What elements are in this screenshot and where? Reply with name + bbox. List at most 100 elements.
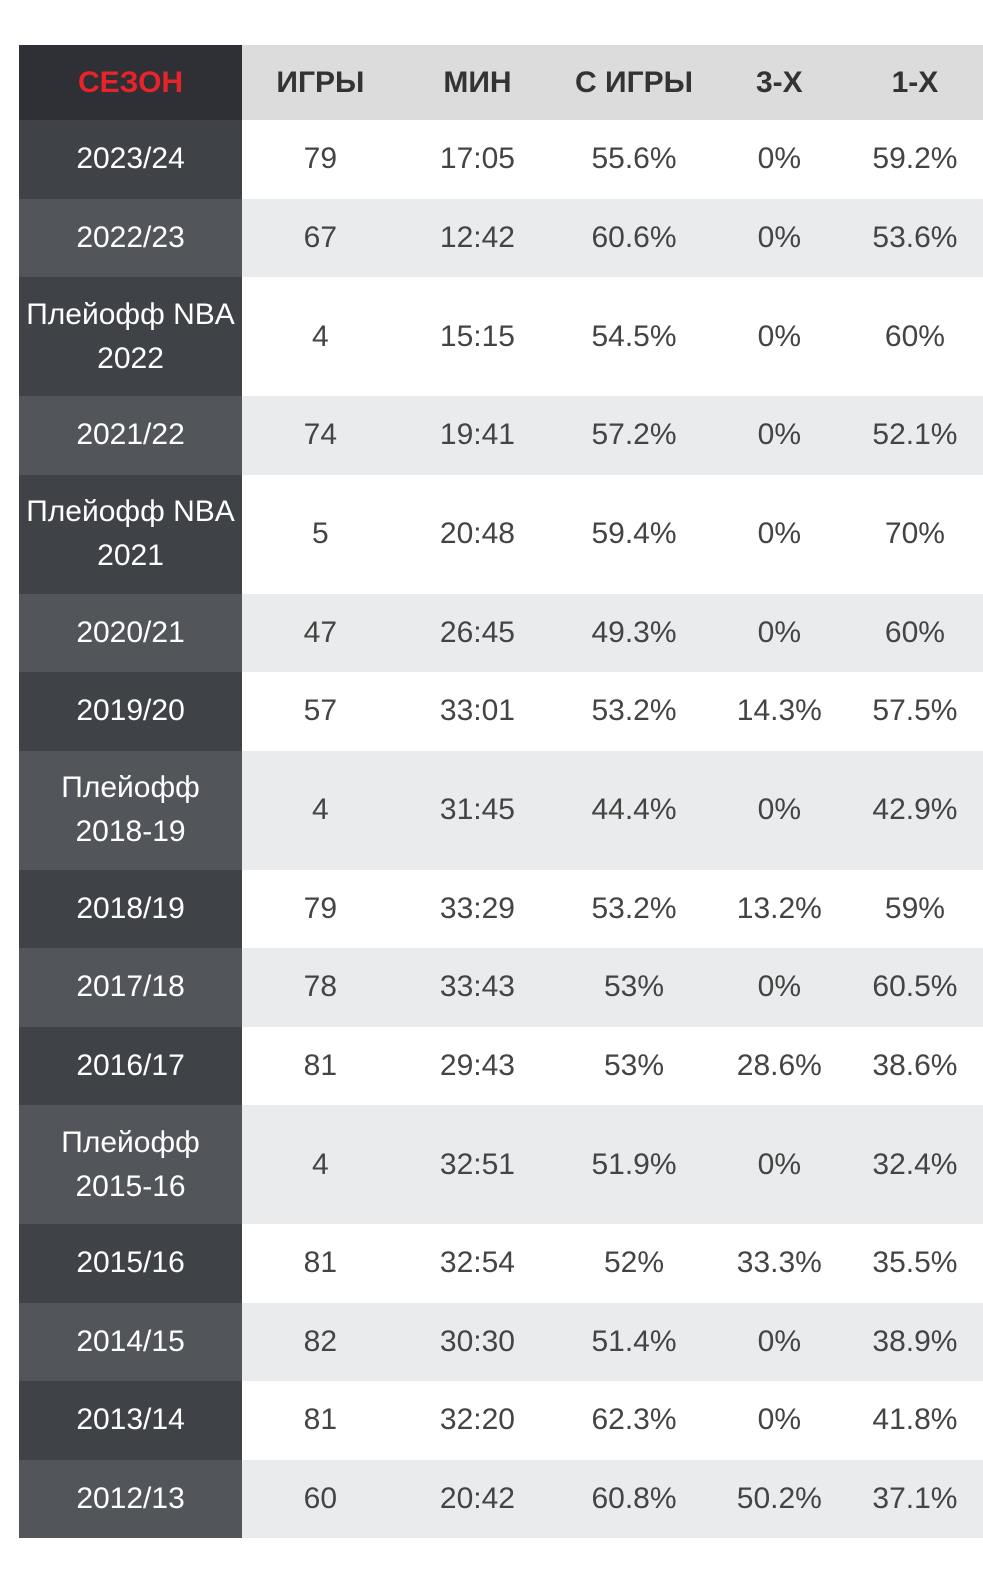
games-cell: 74	[242, 396, 399, 475]
free-throw-pct-cell: 52.1%	[846, 396, 983, 475]
column-header-free-throws[interactable]: 1-Х	[846, 45, 983, 120]
column-header-field-goals[interactable]: С ИГРЫ	[556, 45, 712, 120]
table-row: 2021/22 74 19:41 57.2% 0% 52.1%	[19, 396, 983, 475]
table-header: СЕЗОН ИГРЫ МИН С ИГРЫ 3-Х 1-Х	[19, 45, 983, 120]
field-goal-pct-cell: 57.2%	[556, 396, 712, 475]
season-cell: 2023/24	[19, 120, 243, 199]
table-row: 2014/15 82 30:30 51.4% 0% 38.9%	[19, 1302, 983, 1381]
three-point-pct-cell: 0%	[711, 277, 847, 396]
table-row: 2022/23 67 12:42 60.6% 0% 53.6%	[19, 198, 983, 277]
field-goal-pct-cell: 53%	[556, 1026, 712, 1105]
minutes-cell: 32:51	[398, 1105, 557, 1224]
three-point-pct-cell: 50.2%	[711, 1459, 847, 1538]
table-body: 2023/24 79 17:05 55.6% 0% 59.2% 2022/23 67 12:42…	[19, 120, 983, 1538]
field-goal-pct-cell: 62.3%	[556, 1381, 712, 1460]
season-cell: 2015/16	[19, 1224, 243, 1303]
field-goal-pct-cell: 60.8%	[556, 1459, 712, 1538]
column-header-season[interactable]: СЕЗОН	[19, 45, 243, 120]
field-goal-pct-cell: 53.2%	[556, 672, 712, 751]
column-header-games[interactable]: ИГРЫ	[242, 45, 399, 120]
table-row: 2020/21 47 26:45 49.3% 0% 60%	[19, 593, 983, 672]
season-cell: 2017/18	[19, 948, 243, 1027]
three-point-pct-cell: 0%	[711, 198, 847, 277]
season-cell: Плейофф 2015-16	[19, 1105, 243, 1224]
free-throw-pct-cell: 57.5%	[846, 672, 983, 751]
season-cell: 2021/22	[19, 396, 243, 475]
field-goal-pct-cell: 49.3%	[556, 593, 712, 672]
free-throw-pct-cell: 35.5%	[846, 1224, 983, 1303]
three-point-pct-cell: 0%	[711, 120, 847, 199]
minutes-cell: 17:05	[398, 120, 557, 199]
season-stats-table: СЕЗОН ИГРЫ МИН С ИГРЫ 3-Х 1-Х 2023/24 79 1…	[19, 45, 983, 1538]
games-cell: 67	[242, 198, 399, 277]
table-row: Плейофф NBA 2021 5 20:48 59.4% 0% 70%	[19, 474, 983, 594]
field-goal-pct-cell: 53%	[556, 948, 712, 1027]
free-throw-pct-cell: 70%	[846, 474, 983, 594]
games-cell: 79	[242, 869, 399, 948]
minutes-cell: 20:42	[398, 1459, 557, 1538]
three-point-pct-cell: 28.6%	[711, 1026, 847, 1105]
minutes-cell: 20:48	[398, 474, 557, 594]
games-cell: 4	[242, 1105, 399, 1224]
games-cell: 81	[242, 1026, 399, 1105]
field-goal-pct-cell: 44.4%	[556, 750, 712, 870]
games-cell: 5	[242, 474, 399, 594]
season-cell: 2019/20	[19, 672, 243, 751]
season-cell: 2022/23	[19, 198, 243, 277]
free-throw-pct-cell: 60%	[846, 593, 983, 672]
field-goal-pct-cell: 53.2%	[556, 869, 712, 948]
season-cell: 2020/21	[19, 593, 243, 672]
minutes-cell: 31:45	[398, 750, 557, 870]
free-throw-pct-cell: 60%	[846, 277, 983, 396]
column-header-three-pointers[interactable]: 3-Х	[711, 45, 847, 120]
three-point-pct-cell: 0%	[711, 1302, 847, 1381]
three-point-pct-cell: 14.3%	[711, 672, 847, 751]
three-point-pct-cell: 0%	[711, 396, 847, 475]
table-row: 2016/17 81 29:43 53% 28.6% 38.6%	[19, 1026, 983, 1105]
free-throw-pct-cell: 38.9%	[846, 1302, 983, 1381]
games-cell: 82	[242, 1302, 399, 1381]
free-throw-pct-cell: 60.5%	[846, 948, 983, 1027]
free-throw-pct-cell: 37.1%	[846, 1459, 983, 1538]
minutes-cell: 30:30	[398, 1302, 557, 1381]
table-row: 2015/16 81 32:54 52% 33.3% 35.5%	[19, 1224, 983, 1303]
free-throw-pct-cell: 59%	[846, 869, 983, 948]
free-throw-pct-cell: 32.4%	[846, 1105, 983, 1224]
games-cell: 81	[242, 1381, 399, 1460]
table-row: 2019/20 57 33:01 53.2% 14.3% 57.5%	[19, 672, 983, 751]
season-cell: 2016/17	[19, 1026, 243, 1105]
free-throw-pct-cell: 41.8%	[846, 1381, 983, 1460]
field-goal-pct-cell: 52%	[556, 1224, 712, 1303]
field-goal-pct-cell: 54.5%	[556, 277, 712, 396]
three-point-pct-cell: 13.2%	[711, 869, 847, 948]
three-point-pct-cell: 0%	[711, 948, 847, 1027]
minutes-cell: 32:20	[398, 1381, 557, 1460]
free-throw-pct-cell: 38.6%	[846, 1026, 983, 1105]
games-cell: 57	[242, 672, 399, 751]
three-point-pct-cell: 0%	[711, 1105, 847, 1224]
header-row: СЕЗОН ИГРЫ МИН С ИГРЫ 3-Х 1-Х	[19, 45, 983, 120]
minutes-cell: 29:43	[398, 1026, 557, 1105]
three-point-pct-cell: 0%	[711, 593, 847, 672]
season-cell: 2014/15	[19, 1302, 243, 1381]
three-point-pct-cell: 0%	[711, 1381, 847, 1460]
field-goal-pct-cell: 60.6%	[556, 198, 712, 277]
games-cell: 81	[242, 1224, 399, 1303]
games-cell: 79	[242, 120, 399, 199]
minutes-cell: 33:29	[398, 869, 557, 948]
season-cell: Плейофф NBA 2021	[19, 474, 243, 594]
three-point-pct-cell: 33.3%	[711, 1224, 847, 1303]
table-row: 2013/14 81 32:20 62.3% 0% 41.8%	[19, 1381, 983, 1460]
games-cell: 60	[242, 1459, 399, 1538]
games-cell: 78	[242, 948, 399, 1027]
free-throw-pct-cell: 42.9%	[846, 750, 983, 870]
three-point-pct-cell: 0%	[711, 750, 847, 870]
minutes-cell: 33:01	[398, 672, 557, 751]
table-row: Плейофф 2015-16 4 32:51 51.9% 0% 32.4%	[19, 1105, 983, 1224]
season-cell: 2013/14	[19, 1381, 243, 1460]
field-goal-pct-cell: 55.6%	[556, 120, 712, 199]
minutes-cell: 12:42	[398, 198, 557, 277]
column-header-minutes[interactable]: МИН	[398, 45, 557, 120]
games-cell: 47	[242, 593, 399, 672]
games-cell: 4	[242, 277, 399, 396]
